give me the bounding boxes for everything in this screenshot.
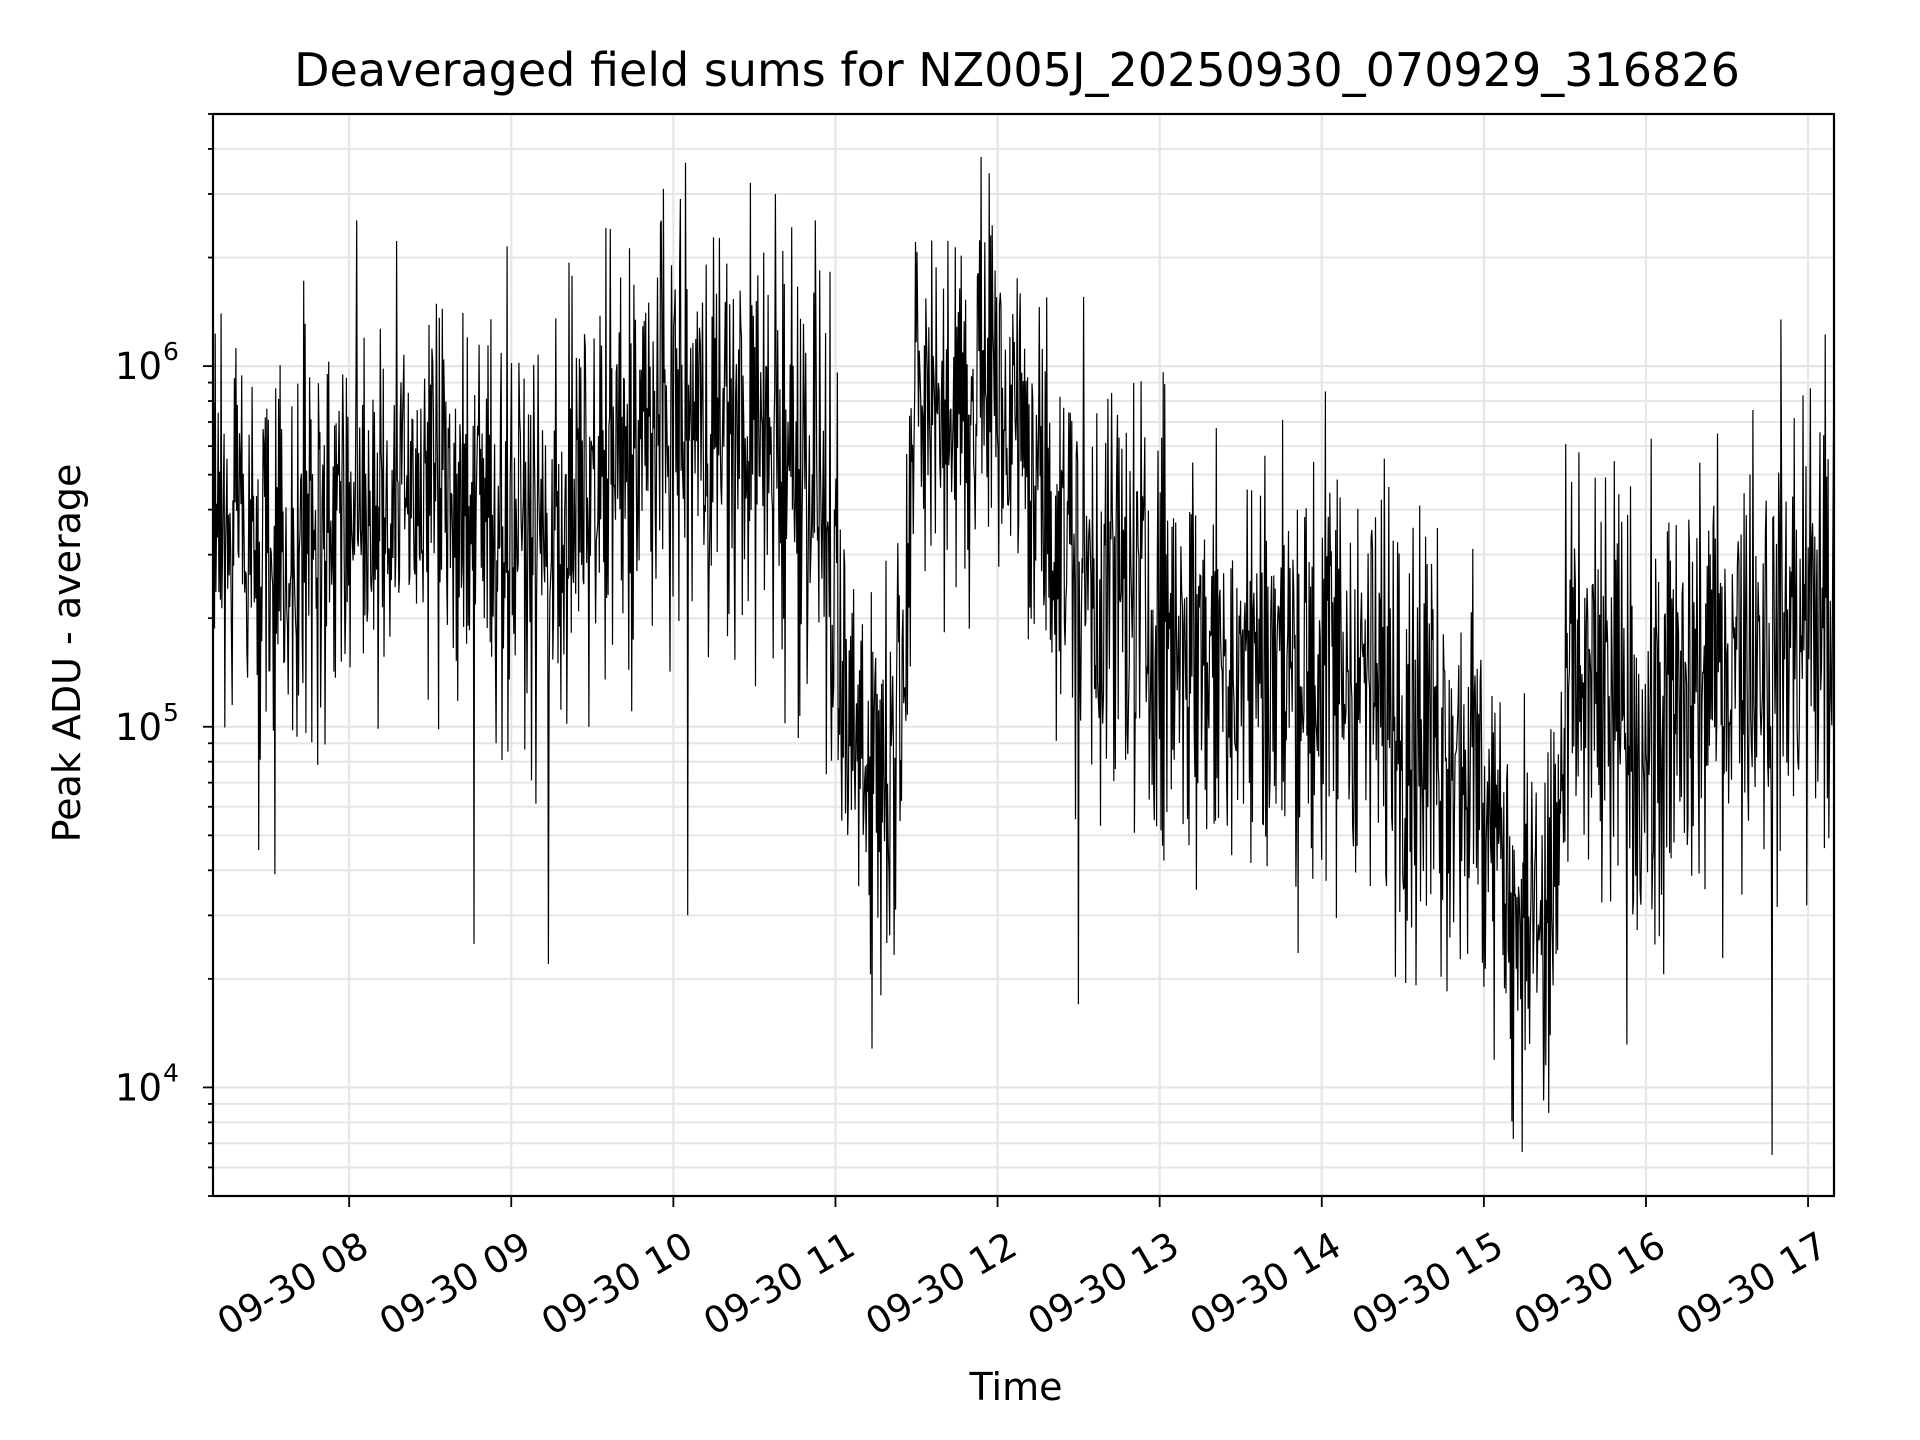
series-line — [212, 156, 1835, 1155]
y-axis-label: Peak ADU - average — [45, 464, 89, 843]
y-tick-base: 10 — [115, 345, 162, 388]
plot-frame — [211, 112, 1836, 1198]
y-tick-exponent: 4 — [163, 1058, 179, 1087]
y-tick-base: 10 — [115, 706, 162, 749]
x-axis-label: Time — [969, 1365, 1063, 1409]
y-tick-exponent: 5 — [163, 698, 179, 727]
y-tick-label: 10 6 — [115, 337, 179, 388]
y-tick-label: 10 4 — [115, 1058, 179, 1109]
y-tick-base: 10 — [115, 1066, 162, 1109]
y-tick-exponent: 6 — [163, 337, 179, 366]
chart-title: Deaveraged field sums for NZ005J_2025093… — [294, 43, 1740, 97]
data-series-line — [212, 156, 1835, 1155]
y-tick-label: 10 5 — [115, 698, 179, 749]
